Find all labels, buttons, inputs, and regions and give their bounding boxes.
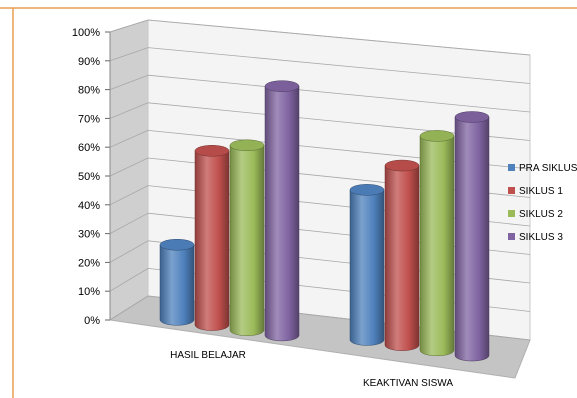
bar-body (194, 150, 230, 331)
bar-top-cap (264, 80, 300, 92)
bar-top-cap (349, 184, 385, 196)
bars (159, 80, 490, 362)
x-category-label: KEAKTIVAN SISWA (363, 378, 453, 389)
y-tick-label: 10% (78, 286, 100, 298)
y-tick-label: 90% (78, 56, 100, 68)
bar-body (159, 244, 195, 326)
legend-swatch (508, 210, 515, 217)
bar-body (454, 116, 490, 362)
bar-body (349, 189, 385, 346)
y-tick-label: 0% (84, 315, 100, 327)
y-tick-label: 40% (78, 200, 100, 212)
gridline-left-wall (109, 240, 149, 263)
y-tick-label: 70% (78, 113, 100, 125)
bar-body (419, 135, 455, 357)
x-category-label: HASIL BELAJAR (170, 350, 246, 361)
gridline-back-wall (147, 74, 531, 113)
bar-siklus-2-keaktivan-siswa (419, 130, 455, 357)
gridline-left-wall (109, 295, 149, 321)
legend-swatch (508, 187, 515, 194)
bar-siklus-3-keaktivan-siswa (454, 111, 490, 362)
bar-pra-siklus-keaktivan-siswa (349, 184, 385, 346)
bar-siklus-3-hasil-belajar (264, 80, 300, 342)
gridline-left-wall (109, 268, 149, 292)
bar-top-cap (159, 239, 195, 251)
legend-label: SIKLUS 1 (519, 186, 563, 197)
gridline-back-wall (147, 47, 531, 84)
legend-swatch (508, 233, 515, 240)
bar-pra-siklus-hasil-belajar (159, 239, 195, 326)
bar-top-cap (229, 139, 265, 152)
x-axis-labels: HASIL BELAJAR KEAKTIVAN SISWA (170, 350, 453, 389)
gridline-left-wall (109, 130, 149, 148)
legend-label: PRA SIKLUS (519, 163, 577, 174)
bar-body (384, 165, 420, 351)
bar-siklus-2-hasil-belajar (229, 139, 265, 336)
bar-body (264, 85, 300, 342)
legend-swatch (508, 164, 515, 171)
y-tick-label: 80% (78, 85, 100, 97)
bar-top-cap (194, 145, 230, 157)
gridline-left-wall (109, 47, 149, 62)
bar-body (229, 145, 265, 336)
gridline-left-wall (109, 185, 149, 206)
legend-label: SIKLUS 3 (519, 232, 563, 243)
bar-top-cap (384, 159, 420, 172)
gridline-left-wall (109, 74, 149, 90)
legend-label: SIKLUS 2 (519, 209, 563, 220)
legend: PRA SIKLUS SIKLUS 1 SIKLUS 2 SIKLUS 3 (508, 163, 577, 243)
y-tick-label: 100% (72, 27, 100, 39)
bar-top-cap (454, 111, 490, 123)
gridline-left-wall (109, 102, 149, 119)
gridline-left-wall (109, 212, 149, 234)
y-tick-label: 20% (78, 257, 100, 269)
y-tick-label: 50% (78, 171, 100, 183)
gridline-left-wall (109, 19, 149, 33)
gridline-left-wall (109, 157, 149, 177)
bar-siklus-1-hasil-belajar (194, 145, 230, 331)
gridline-back-wall (147, 19, 531, 56)
left-wall (109, 19, 149, 321)
y-axis-ticks: 0% 10% 20% 30% 40% 50% 60% 70% 80% 90% 100% (72, 27, 111, 327)
y-tick-label: 30% (78, 229, 100, 241)
bar-top-cap (419, 130, 455, 142)
bar-siklus-1-keaktivan-siswa (384, 159, 420, 351)
y-tick-label: 60% (78, 142, 100, 154)
